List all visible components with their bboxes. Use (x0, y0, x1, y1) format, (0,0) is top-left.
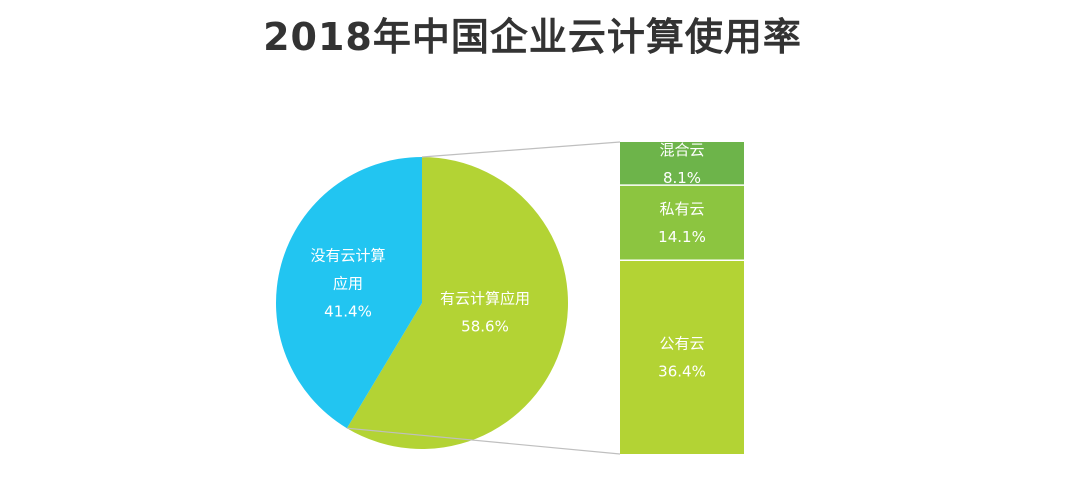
pie-slice-no-cloud (276, 157, 422, 429)
connector-line-bottom (346, 427, 621, 455)
connector-lines (346, 141, 621, 455)
bar-segment-hybrid-cloud (620, 142, 744, 186)
bar-segment-public-cloud (620, 260, 744, 454)
connector-line-top (421, 141, 621, 158)
bar-label-public-cloud: 公有云 36.4% (658, 334, 706, 380)
chart-title: 2018年中国企业云计算使用率 (263, 15, 802, 59)
bar-label-private-cloud: 私有云 14.1% (658, 200, 706, 246)
bar-segment-private-cloud (620, 185, 744, 261)
stacked-bar: 混合云 8.1% 私有云 14.1% 公有云 36.4% (620, 141, 744, 454)
pie-label-cloud: 有云计算应用 58.6% (440, 289, 530, 335)
pie-chart: 有云计算应用 58.6% 没有云计算应用 41.4% (276, 157, 568, 449)
pie-label-no-cloud: 没有云计算应用 41.4% (310, 246, 385, 320)
bar-label-hybrid-cloud: 混合云 8.1% (659, 141, 704, 187)
pie-slice-cloud (346, 157, 568, 449)
